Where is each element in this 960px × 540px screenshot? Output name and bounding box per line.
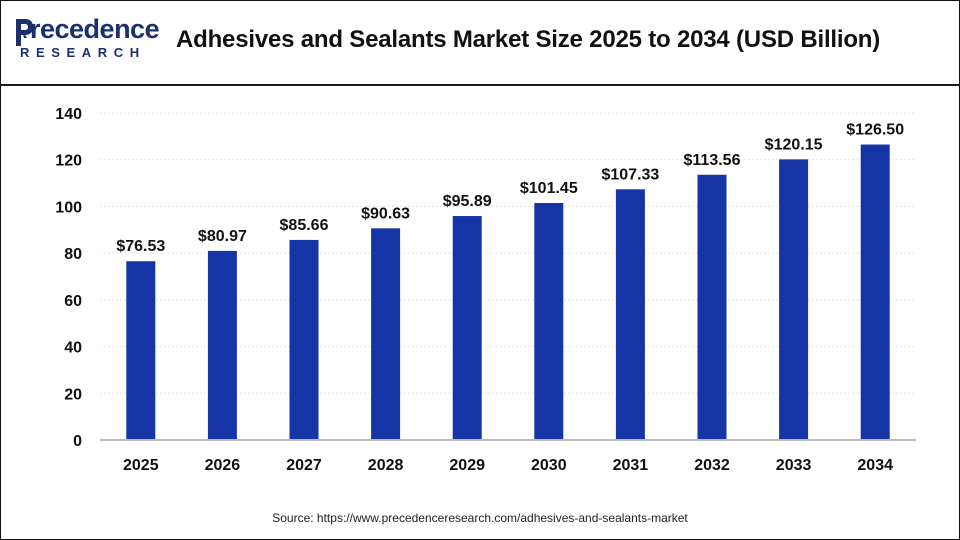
data-label: $76.53 — [116, 238, 165, 255]
chart-title: Adhesives and Sealants Market Size 2025 … — [176, 26, 881, 53]
y-tick-label: 0 — [73, 433, 82, 450]
data-label: $95.89 — [443, 193, 492, 210]
x-tick-label: 2026 — [205, 457, 241, 474]
x-tick-label: 2030 — [531, 457, 567, 474]
logo-wordmark: recedence — [30, 14, 160, 44]
x-tick-label: 2033 — [776, 457, 812, 474]
data-label: $85.66 — [280, 217, 329, 234]
data-label: $80.97 — [198, 228, 247, 245]
bar-chart: 0 20 40 60 80 100 120 140 $76.53 $80.97 $85.66 $90… — [55, 106, 916, 474]
logo-p-icon — [16, 19, 33, 46]
y-tick-label: 20 — [64, 386, 82, 403]
x-tick-label: 2027 — [286, 457, 322, 474]
bars — [126, 144, 890, 440]
bar — [207, 250, 237, 440]
bar — [697, 174, 727, 440]
data-label: $126.50 — [846, 122, 904, 139]
data-label: $120.15 — [765, 136, 823, 153]
x-tick-label: 2025 — [123, 457, 159, 474]
brand-logo: recedence RESEARCH — [14, 14, 160, 66]
y-tick-label: 40 — [64, 340, 82, 357]
bar — [289, 239, 319, 440]
y-tick-label: 120 — [55, 153, 82, 170]
x-axis-ticks: 2025 2026 2027 2028 2029 2030 2031 2032 2033 2034 — [123, 457, 893, 474]
bar — [371, 228, 401, 440]
x-tick-label: 2031 — [613, 457, 649, 474]
bar — [860, 144, 890, 440]
y-axis-ticks: 0 20 40 60 80 100 120 140 — [55, 106, 82, 450]
data-label: $90.63 — [361, 205, 410, 222]
bar — [615, 189, 645, 440]
y-tick-label: 80 — [64, 246, 82, 263]
y-tick-label: 100 — [55, 199, 82, 216]
data-labels: $76.53 $80.97 $85.66 $90.63 $95.89 $101.45 $10… — [116, 122, 904, 256]
bar — [779, 159, 809, 440]
y-tick-label: 60 — [64, 293, 82, 310]
header: recedence RESEARCH Adhesives and Sealant… — [0, 0, 960, 84]
source-note: Source: https://www.precedenceresearch.c… — [272, 511, 688, 525]
bar — [452, 216, 482, 440]
x-tick-label: 2029 — [449, 457, 485, 474]
x-tick-label: 2032 — [694, 457, 730, 474]
x-tick-label: 2028 — [368, 457, 404, 474]
bar — [534, 203, 564, 440]
bar — [126, 261, 156, 440]
data-label: $101.45 — [520, 180, 578, 197]
data-label: $113.56 — [684, 152, 741, 169]
x-tick-label: 2034 — [857, 457, 893, 474]
data-label: $107.33 — [601, 166, 659, 183]
y-tick-label: 140 — [55, 106, 82, 123]
header-divider — [0, 84, 960, 86]
logo-subtext: RESEARCH — [20, 45, 146, 60]
